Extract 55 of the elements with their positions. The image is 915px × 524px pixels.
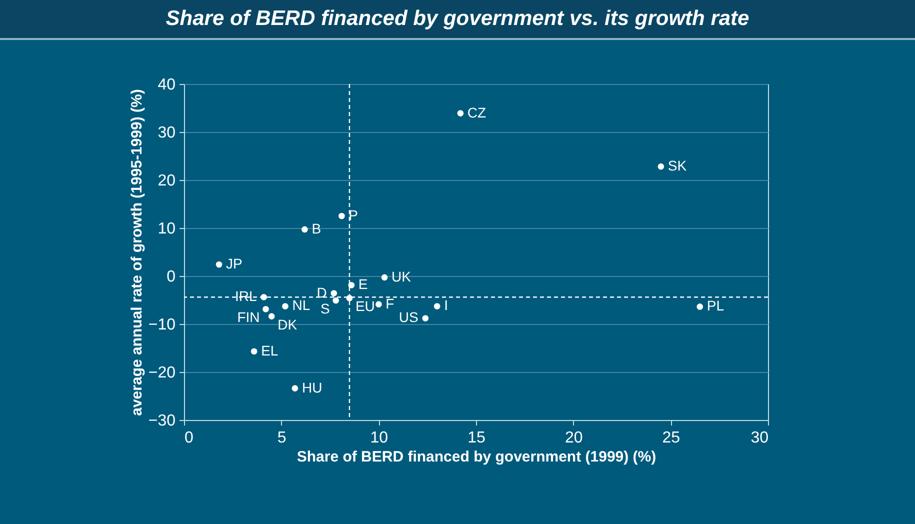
series-label: SK — [668, 158, 688, 174]
series-label: FIN — [237, 309, 260, 326]
point — [422, 315, 429, 322]
point — [658, 163, 664, 170]
x-tick-label: 0 — [184, 430, 194, 446]
point — [332, 297, 339, 304]
y-tick-label: 10 — [158, 220, 176, 238]
x-axis-title: Share of BERD financed by government (1999) (%) — [296, 448, 656, 466]
series-label: S — [320, 300, 330, 316]
y-tick-label: 0 — [166, 268, 176, 286]
point — [381, 274, 388, 281]
point — [376, 301, 382, 308]
series-label: F — [386, 295, 394, 312]
series-label: E — [358, 276, 368, 292]
point — [292, 385, 298, 392]
series-label: DK — [278, 316, 298, 332]
x-tick-label: 10 — [370, 430, 388, 446]
point — [696, 304, 704, 310]
x-tick-label: 30 — [750, 430, 769, 446]
series-label: IRL — [235, 288, 258, 304]
point — [457, 110, 464, 116]
point — [434, 303, 440, 310]
y-tick-label: −10 — [148, 316, 176, 334]
series-label: US — [398, 309, 418, 326]
series-label: HU — [302, 379, 322, 396]
x-tick-label: 15 — [468, 430, 486, 446]
series-label: EU — [355, 298, 375, 314]
chart-title: Share of BERD financed by government vs. its growth rate — [0, 0, 915, 40]
y-tick-label: 30 — [158, 124, 176, 142]
point — [216, 261, 222, 268]
x-tick-label: 5 — [277, 430, 286, 446]
y-axis-title: average annual rate of growth (1995-1999) (%) — [128, 89, 146, 416]
point — [338, 212, 345, 220]
point — [282, 303, 288, 310]
y-tick-label: 40 — [158, 76, 176, 94]
x-tick-label: 20 — [564, 430, 583, 446]
series-label: NL — [292, 297, 310, 314]
point — [262, 306, 269, 312]
series-label: B — [312, 220, 322, 236]
series-label: P — [348, 207, 358, 223]
series-label: PL — [706, 298, 724, 314]
point — [250, 348, 258, 355]
point — [330, 290, 338, 296]
series-label: CZ — [467, 104, 487, 120]
series-label: JP — [226, 255, 242, 272]
point — [348, 282, 355, 288]
x-tick-label: 25 — [662, 430, 680, 446]
series-label: I — [444, 297, 448, 314]
point — [268, 313, 275, 320]
y-tick-label: −20 — [148, 364, 176, 382]
y-tick-label: 20 — [158, 172, 176, 190]
y-tick-label: −30 — [148, 412, 176, 430]
series-label: UK — [392, 268, 412, 284]
point — [302, 226, 308, 233]
series-label: EL — [261, 342, 278, 358]
